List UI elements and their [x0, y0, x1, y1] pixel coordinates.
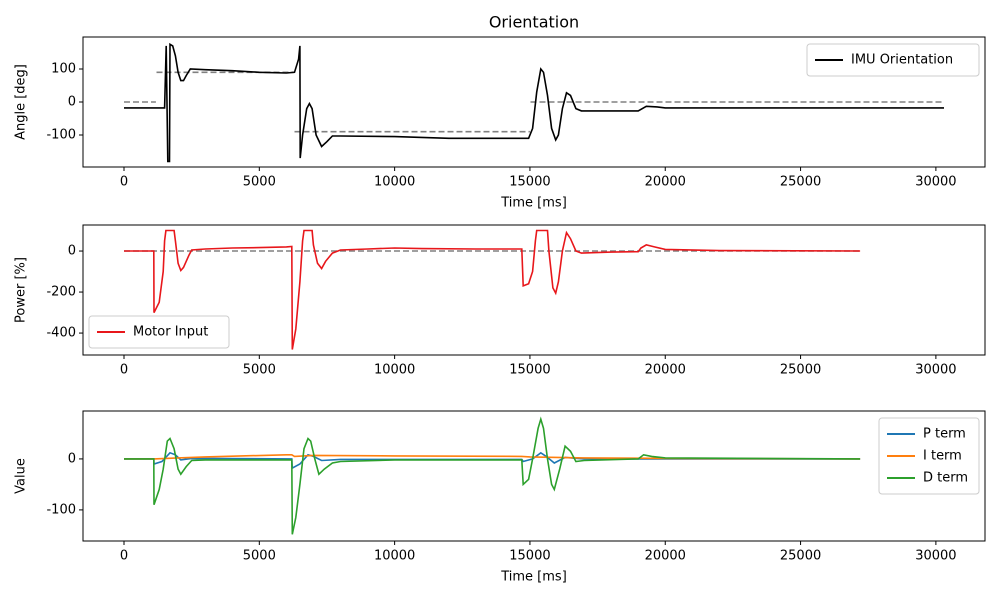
- y-tick-label: -200: [46, 285, 76, 300]
- x-tick-label: 30000: [915, 175, 956, 190]
- x-axis-label: Time [ms]: [500, 570, 567, 585]
- x-tick-label: 25000: [780, 549, 821, 564]
- y-tick-label: 100: [51, 62, 76, 77]
- legend-label: P term: [923, 427, 966, 442]
- line: [124, 229, 861, 350]
- y-axis-label: Value: [14, 458, 29, 494]
- x-tick-label: 5000: [243, 175, 276, 190]
- legend-label: Motor Input: [133, 325, 208, 340]
- x-tick-label: 10000: [374, 549, 415, 564]
- x-axis-label: Time [ms]: [500, 196, 567, 211]
- y-axis-label: Power [%]: [14, 257, 29, 323]
- x-tick-label: 10000: [374, 363, 415, 378]
- y-tick-label: -100: [46, 502, 76, 517]
- y-tick-label: 0: [68, 244, 76, 259]
- legend-box: [878, 417, 980, 495]
- x-tick-label: 30000: [915, 549, 956, 564]
- y-tick-label: 0: [68, 451, 76, 466]
- legend-label: I term: [923, 449, 962, 464]
- x-tick-label: 15000: [509, 175, 550, 190]
- axes-frame: [82, 224, 986, 356]
- x-tick-label: 0: [120, 549, 128, 564]
- x-tick-label: 5000: [243, 549, 276, 564]
- x-tick-label: 10000: [374, 175, 415, 190]
- x-tick-label: 0: [120, 363, 128, 378]
- x-tick-label: 20000: [645, 549, 686, 564]
- x-tick-label: 30000: [915, 363, 956, 378]
- axes-frame: [82, 36, 986, 168]
- y-axis-label: Angle [deg]: [14, 64, 29, 140]
- line: [124, 42, 944, 163]
- legend-box: [806, 43, 980, 77]
- legend-box: [88, 315, 230, 349]
- x-tick-label: 25000: [780, 363, 821, 378]
- legend-label: D term: [923, 471, 968, 486]
- chart-title: Orientation: [489, 13, 579, 32]
- x-tick-label: 25000: [780, 175, 821, 190]
- x-tick-label: 15000: [509, 549, 550, 564]
- x-tick-label: 20000: [645, 363, 686, 378]
- x-tick-label: 0: [120, 175, 128, 190]
- axes-frame: [82, 410, 986, 542]
- line: [124, 71, 944, 133]
- y-tick-label: -100: [46, 127, 76, 142]
- y-tick-label: -400: [46, 326, 76, 341]
- line: [124, 416, 861, 535]
- x-tick-label: 5000: [243, 363, 276, 378]
- legend-label: IMU Orientation: [851, 53, 953, 68]
- x-tick-label: 20000: [645, 175, 686, 190]
- y-tick-label: 0: [68, 95, 76, 110]
- x-tick-label: 15000: [509, 363, 550, 378]
